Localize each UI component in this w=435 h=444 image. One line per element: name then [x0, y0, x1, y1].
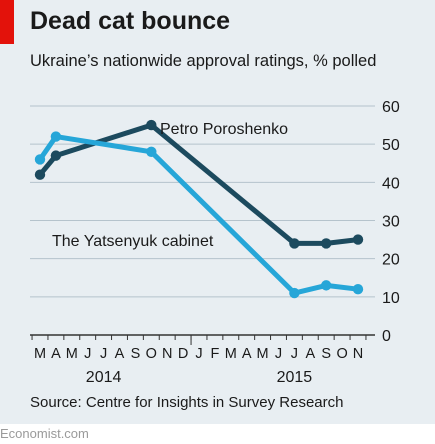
x-tick-label-month: M [257, 346, 269, 362]
x-tick-label-month: A [51, 346, 61, 362]
data-point-petro-poroshenko [34, 169, 46, 180]
x-tick-label-month: M [34, 346, 46, 362]
y-tick-label-0: 0 [382, 328, 391, 345]
series-label-petro-poroshenko: Petro Poroshenko [160, 121, 288, 138]
grid-lines [30, 105, 375, 298]
x-tick-label-month: M [225, 346, 237, 362]
data-point-petro-poroshenko [146, 119, 157, 131]
x-tick-label-month: N [353, 346, 363, 362]
x-tick-label-month: S [321, 346, 331, 362]
x-tick-label-month: J [100, 346, 107, 362]
x-tick-label-month: J [291, 346, 298, 362]
chart-subtitle: Ukraine’s nationwide approval ratings, %… [30, 52, 377, 70]
x-tick-label-month: S [131, 346, 141, 362]
x-tick-label-month: M [66, 346, 78, 362]
accent-bar [0, 0, 14, 44]
series-lines [34, 119, 364, 299]
series-line-the-yatsenyuk-cabinet [37, 134, 361, 296]
y-tick-label-40: 40 [382, 175, 400, 192]
y-tick-label-50: 50 [382, 137, 400, 154]
chart-card: Dead cat bounce Ukraine’s nationwide app… [0, 0, 435, 424]
x-tick-label-month: J [275, 346, 282, 362]
data-point-petro-poroshenko [50, 150, 62, 161]
footer-credit: Economist.com [0, 426, 89, 441]
x-tick-label-month: A [242, 346, 252, 362]
data-point-the-yatsenyuk-cabinet [34, 154, 46, 165]
chart-title: Dead cat bounce [30, 7, 231, 35]
y-tick-label-30: 30 [382, 214, 400, 231]
x-tick-label-month: A [305, 346, 315, 362]
x-tick-label-month: O [336, 346, 347, 362]
data-point-petro-poroshenko [321, 238, 332, 249]
data-point-the-yatsenyuk-cabinet [50, 131, 62, 142]
x-tick-label-month: A [115, 346, 125, 362]
y-tick-label-60: 60 [382, 99, 400, 116]
x-tick-label-month: J [195, 346, 202, 362]
x-tick-label-year-2014: 2014 [86, 369, 122, 386]
y-tick-label-20: 20 [382, 252, 400, 269]
data-point-petro-poroshenko [352, 234, 364, 245]
x-tick-label-month: O [146, 346, 157, 362]
data-point-the-yatsenyuk-cabinet [289, 287, 300, 299]
data-point-petro-poroshenko [289, 238, 300, 249]
x-tick-label-year-2015: 2015 [277, 369, 313, 386]
x-tick-label-month: N [162, 346, 172, 362]
source-note: Source: Centre for Insights in Survey Re… [30, 394, 344, 411]
x-tick-label-month: J [84, 346, 91, 362]
data-point-the-yatsenyuk-cabinet [146, 146, 157, 157]
x-tick-label-month: D [178, 346, 188, 362]
data-point-the-yatsenyuk-cabinet [321, 280, 332, 291]
y-tick-label-10: 10 [382, 290, 400, 307]
x-tick-label-month: F [210, 346, 219, 362]
x-axis [30, 334, 375, 345]
data-point-the-yatsenyuk-cabinet [352, 284, 364, 295]
series-label-the-yatsenyuk-cabinet: The Yatsenyuk cabinet [52, 233, 214, 250]
